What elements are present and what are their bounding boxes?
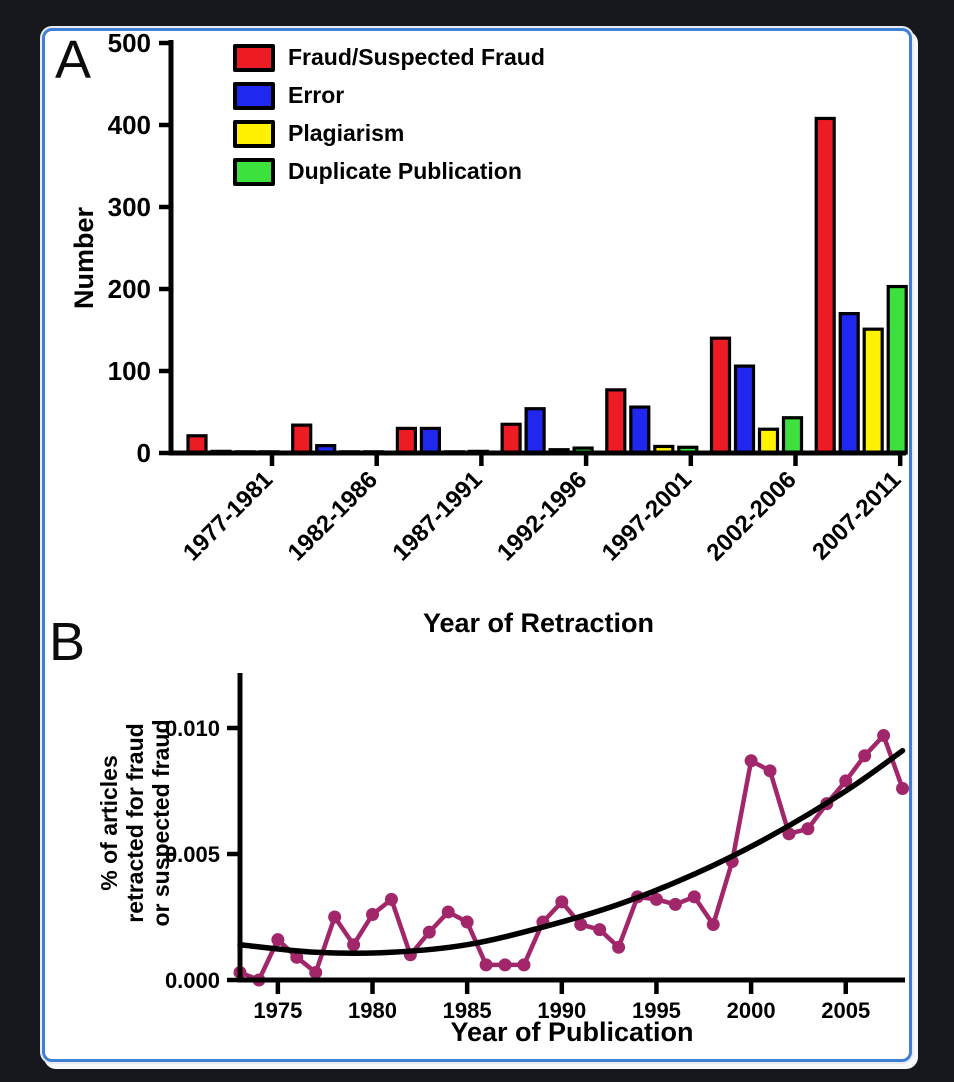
panel-a-category-label: 2007-2011 [807, 466, 906, 565]
legend-item-fraud-suspected-fraud: Fraud/Suspected Fraud [233, 43, 545, 72]
panel-b-y-tick-label: 0.005 [165, 842, 220, 867]
data-point-1976 [290, 950, 304, 964]
panel-a-y-tick-label: 100 [108, 356, 151, 386]
legend-item-error: Error [233, 81, 545, 110]
panel-b-x-tick-label: 2000 [727, 998, 776, 1023]
bar-fraud-suspected-fraud-2002-2006 [709, 336, 732, 455]
legend-item-duplicate-publication: Duplicate Publication [233, 157, 545, 186]
legend-swatch-error [233, 81, 275, 110]
panel-b-x-tick-label: 1980 [348, 998, 397, 1023]
bar-plagiarism-2007-2011 [862, 327, 884, 455]
data-point-1991 [574, 918, 588, 932]
data-point-1993 [612, 940, 626, 954]
data-point-1983 [422, 925, 436, 939]
figure-panel: A Number 0 100 200 300 400 500 1977-1981 1982-1… [42, 28, 912, 1062]
data-point-1978 [328, 910, 342, 924]
bar-error-2007-2011 [838, 312, 860, 455]
data-point-1990 [555, 895, 569, 909]
panel-b-y-tick-label: 0.010 [165, 716, 220, 741]
panel-a-category-label: 1992-1996 [492, 466, 592, 566]
data-point-1984 [441, 905, 455, 919]
data-point-1995 [649, 892, 663, 906]
data-point-1998 [706, 918, 720, 932]
panel-b-x-tick-label: 1985 [443, 998, 492, 1023]
fraud-rate-line [237, 733, 905, 983]
data-point-1997 [687, 890, 701, 904]
data-point-2008 [896, 781, 909, 795]
bar-error-1987-1991 [419, 426, 441, 455]
data-point-1992 [593, 923, 607, 937]
panel-a-y-tick-label: 500 [108, 31, 151, 58]
legend-label: Error [288, 82, 345, 108]
bar-fraud-suspected-fraud-2007-2011 [814, 116, 836, 455]
legend-swatch-duplicate-publication [233, 157, 275, 186]
legend: Fraud/Suspected Fraud Error Plagiarism Dupl… [233, 43, 545, 195]
panel-b-x-tick-label: 2005 [821, 998, 870, 1023]
bar-error-2002-2006 [733, 364, 756, 455]
legend-label: Duplicate Publication [288, 158, 522, 184]
legend-swatch-plagiarism [233, 119, 275, 148]
panel-b-x-tick-label: 1990 [537, 998, 586, 1023]
data-point-2007 [877, 729, 891, 743]
panel-a-category-label: 1987-1991 [387, 466, 487, 566]
legend-swatch-fraud-suspected-fraud [233, 43, 275, 72]
legend-label: Plagiarism [288, 120, 405, 146]
data-point-1975 [271, 933, 285, 947]
legend-item-plagiarism: Plagiarism [233, 119, 545, 148]
panel-a-category-label: 1997-2001 [597, 466, 697, 566]
data-point-1979 [347, 938, 361, 952]
data-point-2006 [858, 749, 872, 763]
line-chart-fraud-rate: 0.000 0.005 0.010 1975 1980 1985 1990 1995 2000 2… [165, 673, 909, 1023]
bar-error-1992-1996 [524, 407, 546, 455]
data-point-2003 [801, 822, 815, 836]
data-point-2001 [763, 764, 777, 778]
data-point-1996 [668, 897, 682, 911]
bar-chart-retractions: 0 100 200 300 400 500 1977-1981 1982-1986 1987-1… [108, 31, 908, 566]
data-point-1985 [460, 915, 474, 929]
bar-fraud-suspected-fraud-1977-1981 [186, 434, 208, 455]
panel-a-y-tick-label: 300 [108, 192, 151, 222]
bar-duplicate-publication-2007-2011 [886, 284, 908, 455]
bar-fraud-suspected-fraud-1997-2001 [605, 388, 627, 455]
panel-b-y-tick-label: 0.000 [165, 968, 220, 993]
bar-fraud-suspected-fraud-1987-1991 [395, 426, 417, 455]
data-point-1980 [366, 907, 380, 921]
data-point-2000 [744, 754, 758, 768]
data-point-1986 [479, 958, 493, 972]
panel-a-y-tick-label: 400 [108, 110, 151, 140]
data-point-2005 [839, 774, 853, 788]
bar-duplicate-publication-2002-2006 [781, 416, 804, 455]
data-point-1977 [309, 965, 323, 979]
panel-a-x-axis-title: Year of Retraction [422, 608, 655, 638]
panel-b-label: B [49, 612, 86, 672]
bar-error-1997-2001 [629, 405, 651, 455]
bar-fraud-suspected-fraud-1992-1996 [500, 422, 522, 455]
panel-a-category-label: 1982-1986 [283, 466, 383, 566]
panel-a-category-label: 1977-1981 [178, 466, 278, 566]
panel-b-x-tick-label: 1975 [253, 998, 302, 1023]
panel-b-x-axis-title: Year of Publication [450, 1017, 694, 1047]
panel-a-label: A [55, 30, 92, 90]
panel-a-category-label: 2002-2006 [701, 466, 801, 566]
bar-plagiarism-2002-2006 [757, 427, 780, 455]
panel-b-x-tick-label: 1995 [632, 998, 681, 1023]
trend-curve [237, 747, 906, 956]
panel-a-y-tick-label: 0 [137, 438, 151, 468]
legend-label: Fraud/Suspected Fraud [288, 44, 545, 70]
data-point-1988 [517, 958, 531, 972]
data-point-1987 [498, 958, 512, 972]
bar-fraud-suspected-fraud-1982-1986 [291, 423, 313, 455]
data-point-1981 [384, 892, 398, 906]
panel-a-y-tick-label: 200 [108, 274, 151, 304]
